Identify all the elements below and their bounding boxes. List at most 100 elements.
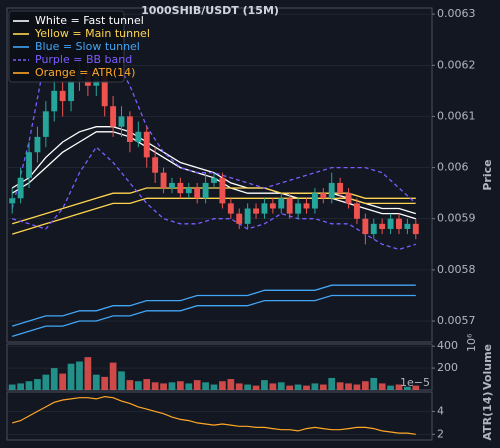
volume-bar — [328, 377, 336, 390]
candle-body — [219, 177, 226, 204]
candle-body — [286, 198, 293, 214]
y-tick-label: 0.0061 — [437, 109, 476, 122]
candle-body — [68, 80, 75, 102]
chart-title: 1000SHIB/USDT (15M) — [141, 4, 279, 17]
panel-frame — [6, 7, 433, 343]
candle-body — [404, 223, 411, 229]
y-tick-label: 0.0062 — [437, 58, 476, 71]
offset-label: 1e−5 — [400, 376, 430, 389]
volume-bar — [336, 382, 344, 390]
volume-bar — [387, 385, 394, 390]
volume-bar — [261, 380, 268, 390]
legend-label: Yellow = Main tunnel — [34, 27, 150, 40]
candle-body — [110, 106, 117, 127]
legend-label: White = Fast tunnel — [35, 14, 144, 27]
atr-line — [12, 395, 416, 435]
candle-body — [396, 218, 402, 229]
volume-bar — [219, 381, 226, 390]
candle-body — [328, 182, 335, 199]
volume-bar — [294, 384, 302, 390]
volume-bar — [202, 382, 209, 390]
candle-body — [412, 223, 419, 235]
candle-body — [51, 90, 58, 112]
candle-body — [101, 75, 108, 107]
candle-body — [9, 198, 16, 204]
volume-bar — [59, 373, 67, 390]
legend-label: Orange = ATR(14) — [35, 66, 135, 79]
candle-body — [194, 188, 201, 199]
candle-body — [118, 116, 125, 127]
candle-body — [379, 223, 386, 229]
volume-bar — [25, 381, 33, 390]
volume-bar — [151, 382, 159, 390]
candle-body — [143, 131, 150, 158]
candle-body — [387, 218, 394, 229]
legend-box — [8, 10, 125, 83]
volume-bar — [134, 381, 142, 390]
volume-bar — [109, 362, 117, 390]
volume-bar — [17, 383, 24, 390]
y-tick-label: 200 — [437, 361, 458, 374]
legend-label: Purple = BB band — [35, 53, 132, 66]
volume-bar — [193, 380, 201, 390]
volume-bar — [118, 371, 125, 390]
candle-body — [211, 177, 217, 183]
candle-body — [337, 182, 344, 194]
candle-body — [311, 193, 318, 209]
volume-bar — [210, 384, 218, 390]
volume-bar — [311, 383, 319, 390]
candle-body — [362, 218, 369, 235]
candle-body — [269, 203, 276, 209]
volume-bar — [50, 368, 58, 390]
volume-bar — [168, 382, 176, 390]
volume-bar — [76, 361, 83, 390]
candle-body — [278, 198, 285, 209]
overlay-line — [12, 294, 416, 338]
volume-bar — [286, 385, 294, 390]
legend-label: Blue = Slow tunnel — [35, 40, 140, 53]
y-axis-label: Volume — [481, 344, 494, 390]
candle-body — [59, 90, 66, 102]
candle-body — [244, 208, 251, 224]
candle-body — [295, 203, 302, 214]
candle-body — [320, 193, 327, 199]
volume-bar — [319, 384, 327, 390]
volume-bar — [353, 384, 361, 390]
y-tick-label: 0.0063 — [437, 7, 476, 20]
volume-bar — [185, 383, 193, 390]
volume-bar — [143, 379, 151, 390]
candle-body — [202, 182, 209, 199]
volume-bar — [160, 383, 167, 390]
volume-bar — [361, 381, 369, 390]
y-tick-label: 2 — [437, 427, 444, 440]
volume-bar — [303, 385, 310, 390]
y-tick-label: 0.006 — [437, 161, 469, 174]
volume-bar — [101, 376, 109, 390]
volume-bar — [177, 381, 184, 390]
volume-bar — [235, 383, 243, 390]
y-tick-label: 400 — [437, 339, 458, 352]
candle-body — [177, 182, 184, 194]
volume-bar — [244, 384, 251, 390]
volume-bar — [277, 382, 285, 390]
volume-bar — [252, 385, 260, 390]
volume-bar — [345, 383, 352, 390]
candle-body — [353, 203, 360, 219]
candle-body — [26, 152, 32, 178]
volume-bar — [42, 374, 50, 390]
volume-bar — [84, 357, 92, 390]
candle-body — [236, 213, 243, 224]
y-tick-label: 0.0059 — [437, 212, 476, 225]
candle-body — [185, 188, 192, 194]
volume-bar — [8, 384, 16, 390]
candle-body — [169, 182, 175, 189]
volume-bar — [126, 380, 134, 390]
y-tick-label: 4 — [437, 404, 444, 417]
overlay-line — [12, 146, 416, 251]
offset-label: 10⁶ — [465, 333, 478, 352]
volume-bar — [227, 379, 235, 390]
candle-body — [126, 116, 133, 143]
volume-bar — [404, 386, 411, 390]
volume-bar — [269, 383, 277, 390]
